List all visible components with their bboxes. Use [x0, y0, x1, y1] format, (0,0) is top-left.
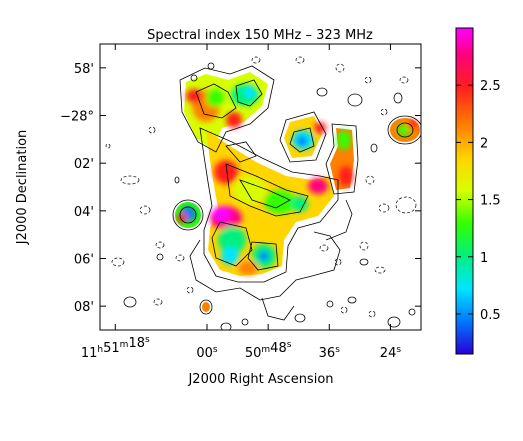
y-axis-label: J2000 Declination: [15, 130, 30, 246]
y-tick-label: 08': [74, 300, 94, 315]
index-blobs: [177, 84, 417, 275]
y-tick-label: 06': [74, 253, 94, 268]
colorbar-ticks: 0.5 1 1.5 2 2.5: [456, 79, 501, 323]
colorbar-tick-label: 1: [480, 251, 488, 266]
x-tick-label: 00s: [196, 345, 218, 361]
y-axis-ticks: 58' −28° 02' 04' 06' 08': [60, 62, 421, 315]
dashed-contours: [105, 56, 417, 318]
compact-source: [202, 302, 210, 312]
plot-area: [105, 56, 421, 330]
plot-frame: [99, 43, 422, 331]
colorbar-tick-label: 0.5: [480, 308, 501, 323]
x-axis-label: J2000 Right Ascension: [187, 372, 333, 387]
colorbar-tick-label: 1.5: [480, 194, 501, 209]
chart-title: Spectral index 150 MHz – 323 MHz: [147, 28, 373, 43]
spectral-index-map: [175, 72, 420, 312]
colorbar-tick-label: 2.5: [480, 79, 501, 94]
y-tick-label: 58': [74, 62, 94, 77]
x-axis-ticks: 11h51m18s 00s 50m48s 36s 24s: [81, 44, 401, 361]
y-tick-label: 04': [74, 205, 94, 220]
x-tick-label: 50m48s: [245, 340, 292, 361]
y-tick-label: −28°: [60, 110, 94, 125]
y-tick-label: 02': [74, 157, 94, 172]
colorbar-tick-label: 2: [480, 136, 488, 151]
contours: [123, 62, 421, 330]
colorbar: [455, 27, 474, 355]
x-tick-label: 36s: [319, 345, 341, 361]
x-tick-label: 11h51m18s: [81, 335, 150, 361]
x-tick-label: 24s: [380, 345, 402, 361]
